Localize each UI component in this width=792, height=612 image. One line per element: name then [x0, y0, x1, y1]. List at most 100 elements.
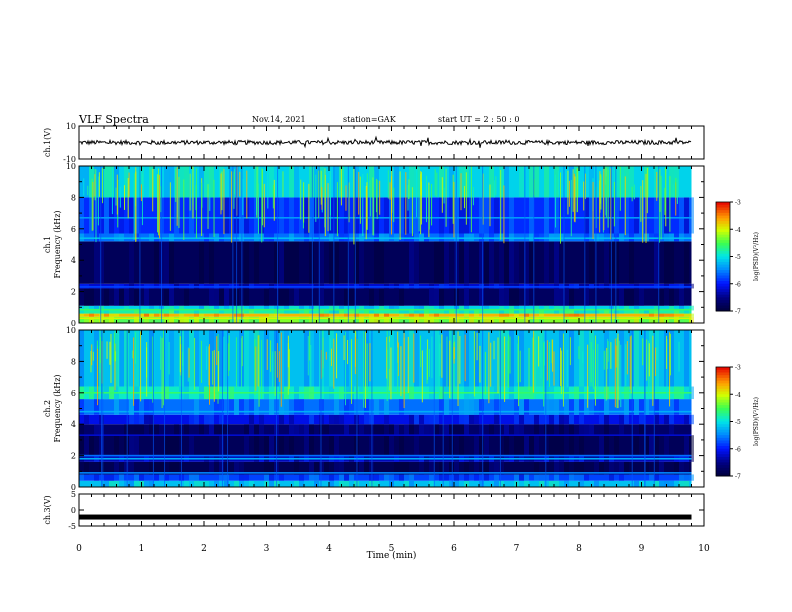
sferic-streak [119, 186, 121, 208]
band-cell [364, 414, 369, 425]
band-cell [279, 435, 284, 456]
sferic-streak [95, 169, 97, 243]
sferic-streak [160, 336, 162, 370]
sferic-streak [509, 336, 511, 374]
emission-line [79, 308, 692, 311]
sferic-streak [362, 173, 364, 236]
sferic-streak [158, 168, 160, 236]
sferic-streak [146, 342, 148, 397]
band-cell [79, 316, 84, 323]
band-cell [514, 310, 519, 314]
band-cell [564, 313, 569, 317]
band-cell [594, 480, 599, 487]
band-cell [229, 316, 234, 323]
band-cell [549, 435, 554, 456]
sferic-streak [272, 184, 274, 209]
band-cell [199, 305, 204, 311]
band-cell [414, 241, 419, 284]
sferic-streak [257, 335, 259, 387]
band-cell [214, 399, 219, 415]
colorbar-cell [716, 418, 730, 422]
band-cell [139, 424, 144, 436]
band-cell [104, 197, 109, 234]
band-cell [249, 399, 254, 415]
band-cell [589, 241, 594, 284]
band-cell [374, 480, 379, 487]
y-tick-label: 0 [71, 506, 76, 515]
band-cell [189, 414, 194, 425]
sferic-streak [389, 182, 391, 200]
band-cell [224, 305, 229, 311]
band-cell [129, 241, 134, 284]
sferic-streak [664, 167, 666, 212]
band-cell [634, 310, 639, 314]
sferic-streak [318, 166, 320, 323]
sferic-streak [631, 330, 633, 487]
band-cell [484, 461, 489, 475]
band-cell [454, 474, 459, 481]
band-cell [639, 414, 644, 425]
band-cell [409, 474, 414, 481]
colorbar-cell [716, 215, 730, 219]
band-cell [624, 197, 629, 234]
band-cell [459, 310, 464, 314]
sferic-streak [479, 345, 481, 383]
sferic-streak [659, 169, 661, 212]
band-cell [129, 424, 134, 436]
band-cell [329, 310, 334, 314]
sferic-streak [540, 350, 542, 363]
band-cell [389, 474, 394, 481]
sferic-streak [443, 187, 445, 204]
band-cell [334, 461, 339, 475]
band-cell [639, 288, 644, 306]
sferic-streak [675, 177, 677, 198]
band-cell [184, 288, 189, 306]
sferic-streak [139, 166, 141, 323]
band-cell [434, 241, 439, 284]
sferic-streak [289, 349, 291, 389]
band-cell [529, 241, 534, 284]
band-cell [159, 474, 164, 481]
band-cell [264, 435, 269, 456]
sferic-streak [111, 167, 113, 215]
band-cell [509, 305, 514, 311]
band-cell [684, 480, 689, 487]
colorbar-cell [716, 223, 730, 228]
sferic-streak [416, 167, 418, 218]
band-cell [109, 166, 114, 198]
band-cell [79, 474, 84, 481]
sferic-streak [654, 347, 656, 377]
band-cell [559, 288, 564, 306]
sferic-streak [208, 346, 210, 386]
sferic-streak [180, 330, 182, 487]
band [79, 288, 692, 306]
band-cell [334, 435, 339, 456]
band-cell [339, 474, 344, 481]
band-cell [494, 197, 499, 234]
colorbar-tick-label: -5 [735, 254, 741, 261]
sferic-streak [534, 333, 536, 399]
band-cell [569, 310, 574, 314]
sferic-streak [482, 330, 484, 487]
sferic-streak [560, 347, 562, 387]
sferic-streak [669, 332, 671, 407]
band-cell [389, 424, 394, 436]
waveform-0: 10 -10 ch.1(V) [43, 122, 705, 164]
sferic-streak [620, 344, 622, 408]
band-cell [369, 288, 374, 306]
band-cell [464, 288, 469, 306]
band-cell [409, 166, 414, 198]
sferic-streak [397, 331, 399, 363]
band-cell [334, 414, 339, 425]
band-cell [269, 435, 274, 456]
band-cell [119, 474, 124, 481]
band-cell [334, 166, 339, 198]
band-cell [604, 310, 609, 314]
band-cell [284, 241, 289, 284]
sferic-streak [472, 186, 474, 206]
sferic-streak [228, 335, 230, 371]
sferic-streak [675, 182, 677, 216]
band-cell [209, 424, 214, 436]
band-cell [664, 241, 669, 284]
